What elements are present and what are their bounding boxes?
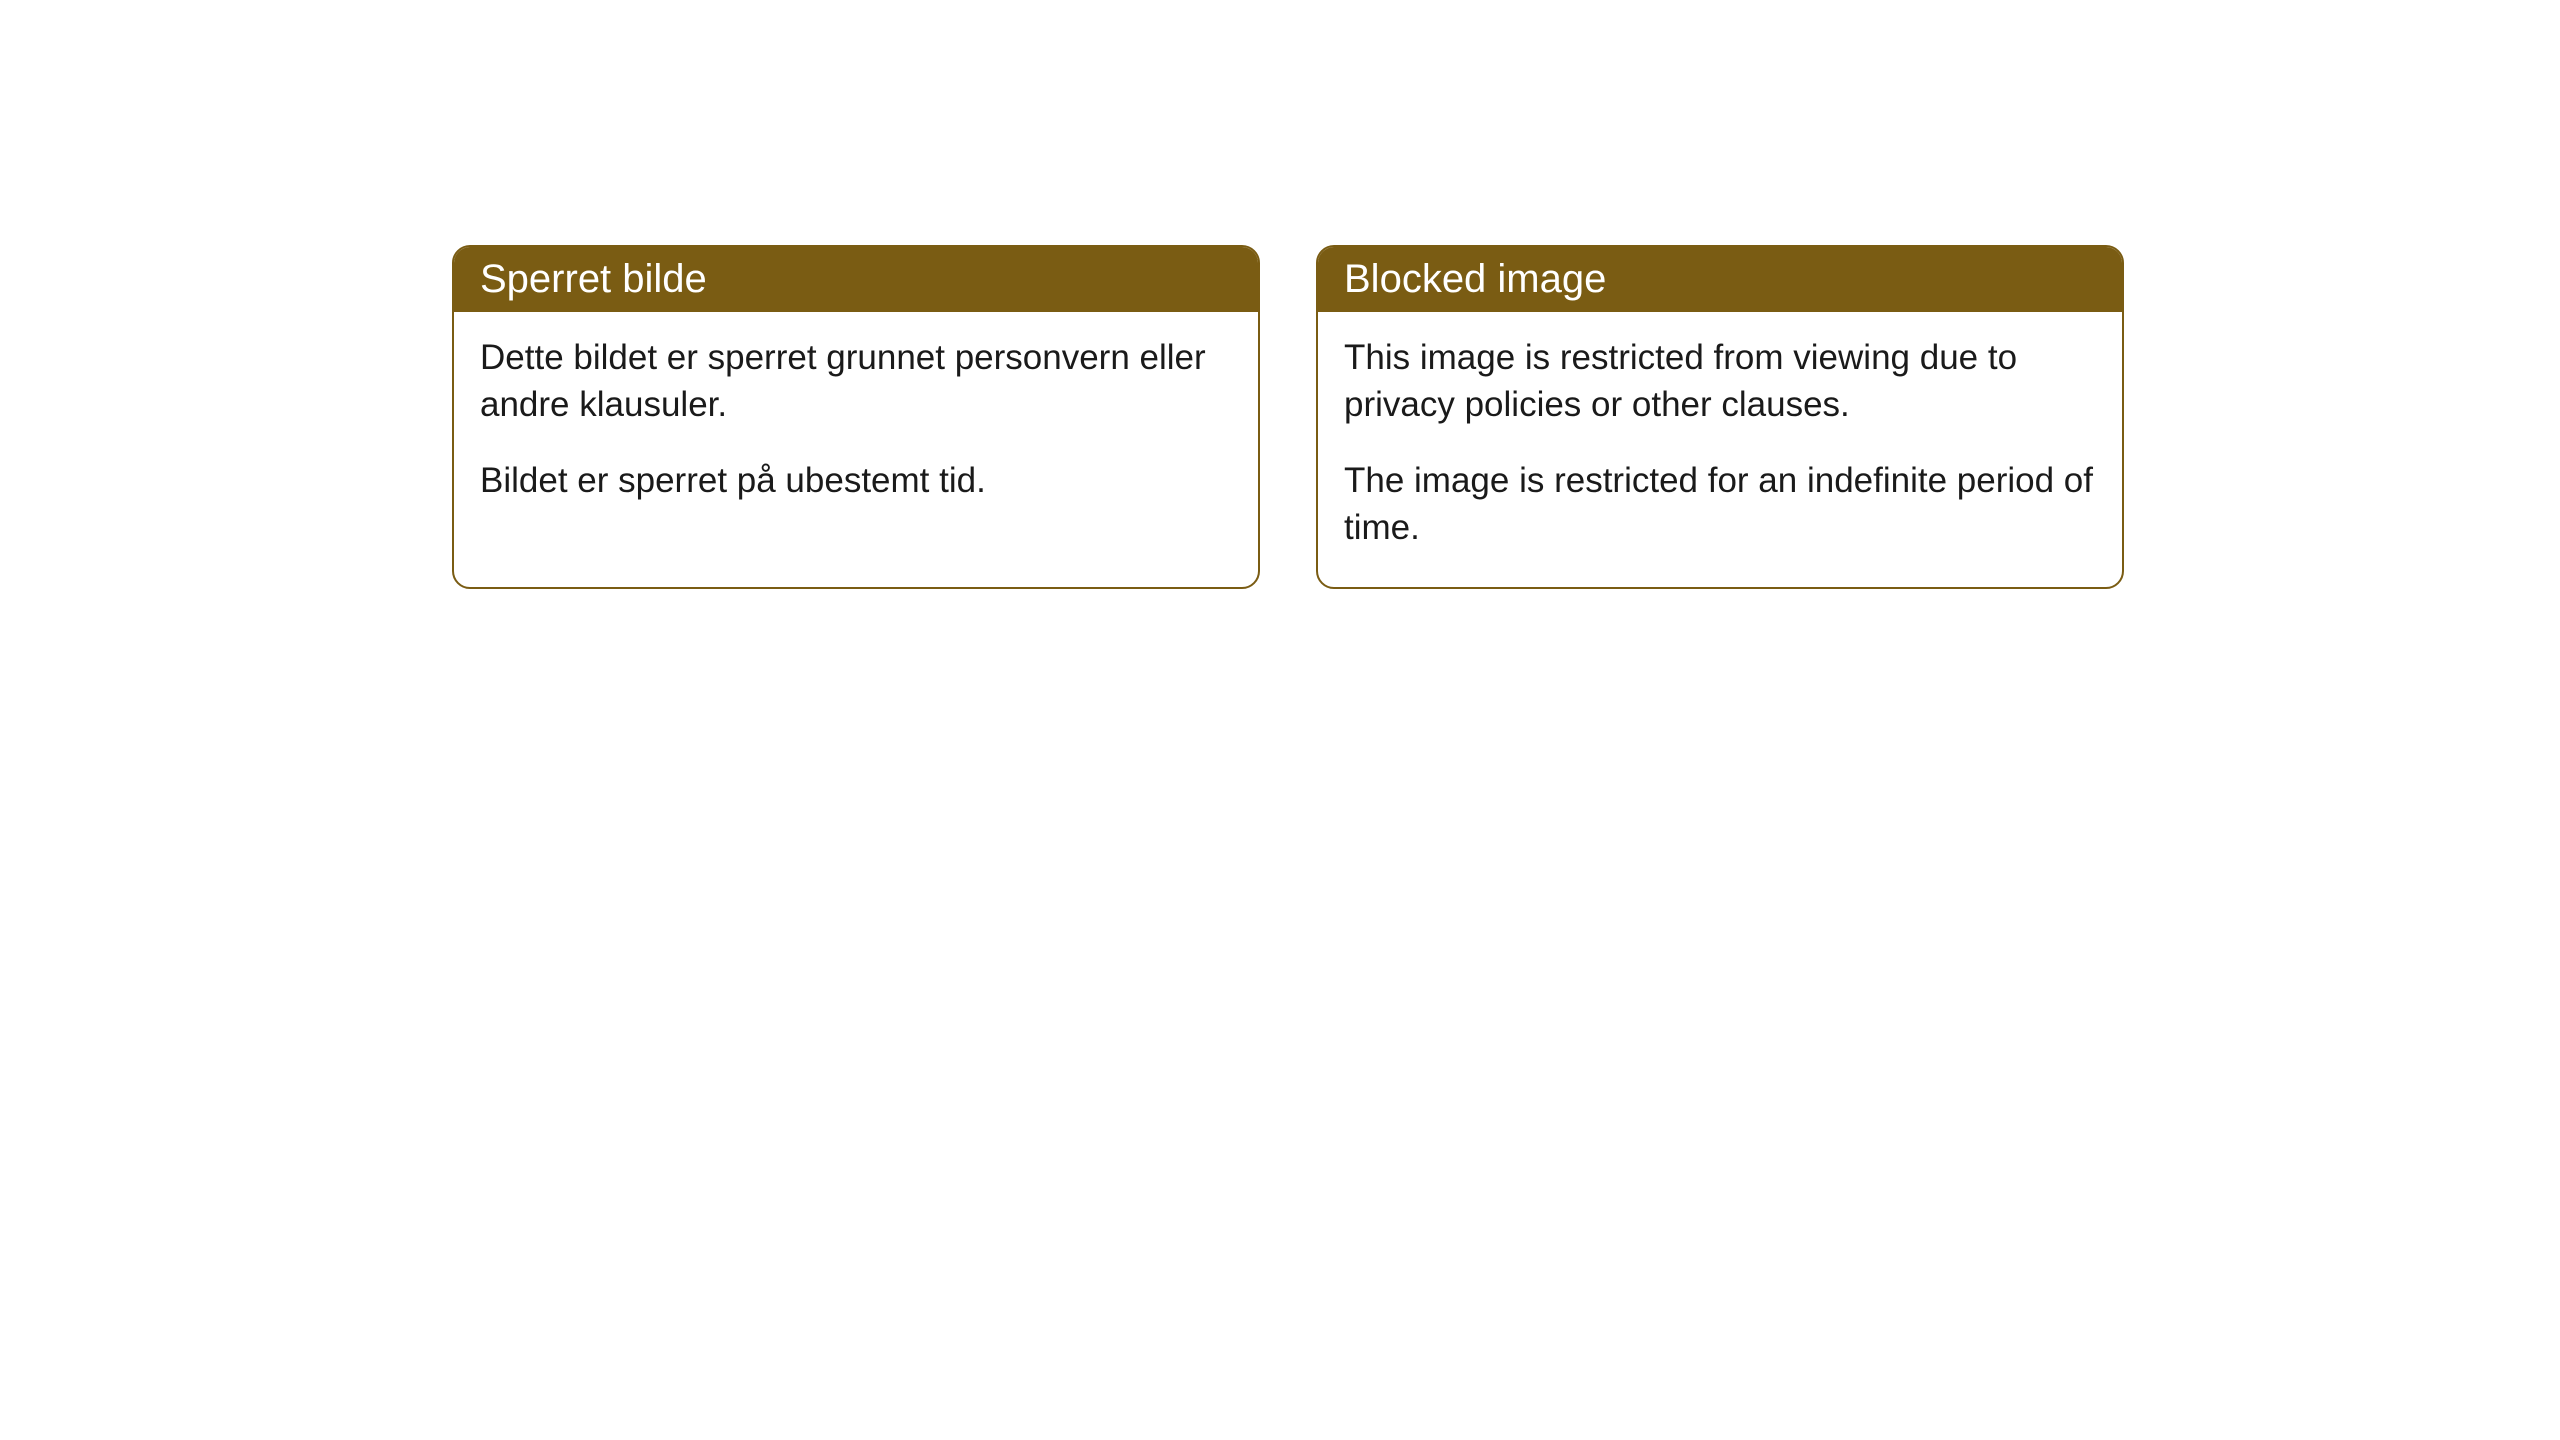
- notice-paragraph: The image is restricted for an indefinit…: [1344, 457, 2096, 552]
- notice-card-english: Blocked image This image is restricted f…: [1316, 245, 2124, 589]
- notice-paragraph: This image is restricted from viewing du…: [1344, 334, 2096, 429]
- card-body: Dette bildet er sperret grunnet personve…: [454, 312, 1258, 540]
- card-body: This image is restricted from viewing du…: [1318, 312, 2122, 587]
- notice-card-norwegian: Sperret bilde Dette bildet er sperret gr…: [452, 245, 1260, 589]
- notice-paragraph: Dette bildet er sperret grunnet personve…: [480, 334, 1232, 429]
- card-header: Blocked image: [1318, 247, 2122, 312]
- card-header: Sperret bilde: [454, 247, 1258, 312]
- notice-paragraph: Bildet er sperret på ubestemt tid.: [480, 457, 1232, 504]
- notice-container: Sperret bilde Dette bildet er sperret gr…: [0, 0, 2560, 589]
